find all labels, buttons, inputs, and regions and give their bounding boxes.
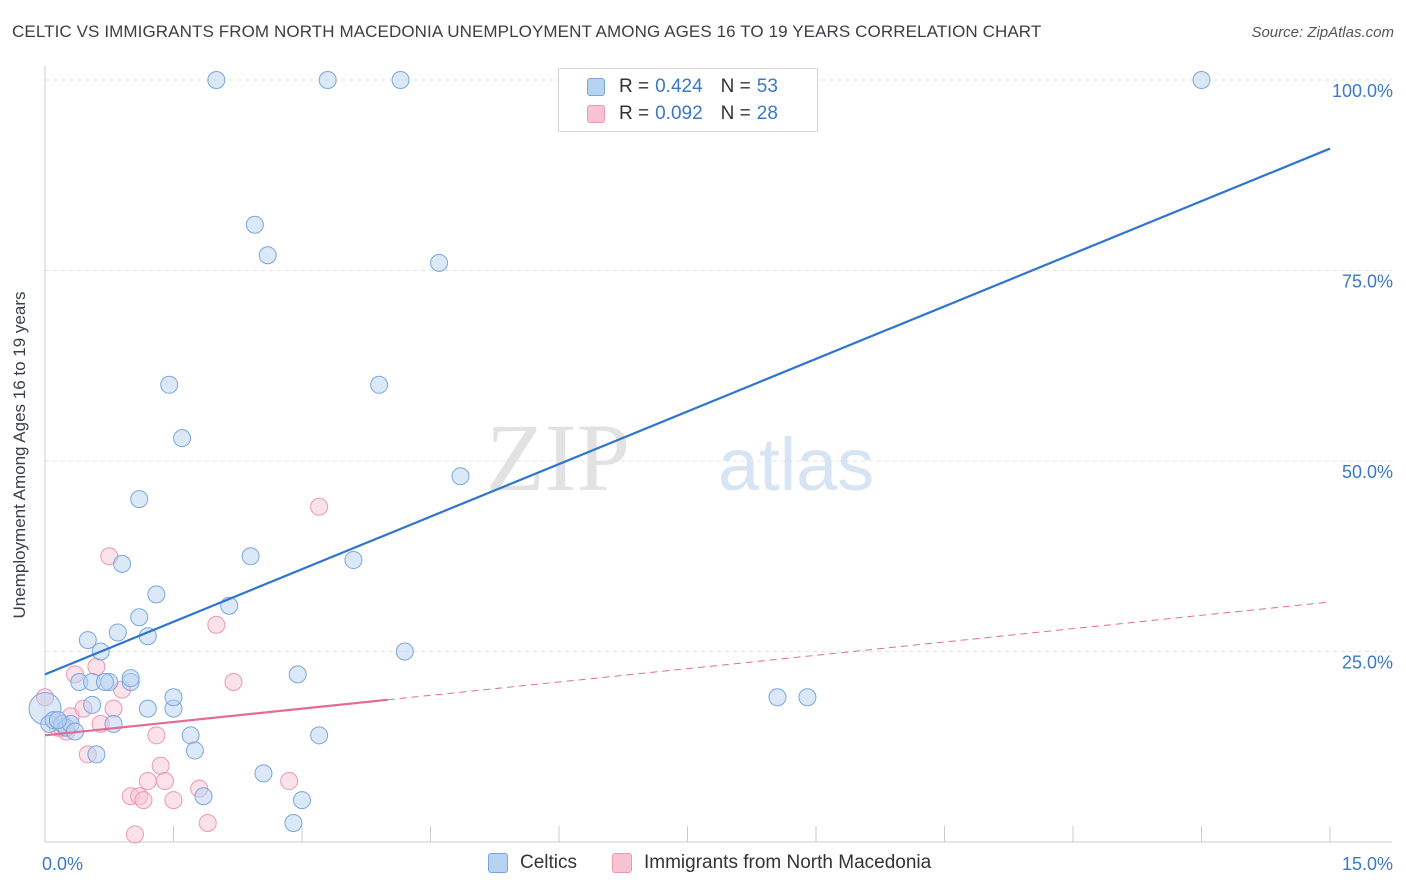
- series-celtics-points: [28, 71, 1211, 832]
- celtics-point: [318, 71, 337, 89]
- legend-r-value: 0.092: [655, 103, 703, 124]
- celtics-point: [83, 695, 102, 714]
- y-axis-label: Unemployment Among Ages 16 to 19 years: [10, 291, 29, 619]
- legend-n-value: 28: [756, 103, 778, 124]
- celtics-point: [395, 642, 414, 661]
- macedonia-point: [87, 657, 106, 676]
- celtics-point: [241, 547, 260, 566]
- legend-r-label: R =: [619, 103, 650, 124]
- macedonia-point: [224, 672, 243, 691]
- macedonia-point: [280, 772, 299, 791]
- celtics-point: [245, 215, 264, 234]
- celtics-point: [194, 787, 213, 806]
- legend-label-macedonia: Immigrants from North Macedonia: [644, 852, 932, 873]
- macedonia-point: [138, 772, 157, 791]
- legend-swatch-celtics: [488, 853, 508, 873]
- legend-item-macedonia[interactable]: Immigrants from North Macedonia: [612, 852, 931, 874]
- x-tick-label: 15.0%: [1342, 854, 1393, 874]
- macedonia-point: [207, 615, 226, 634]
- legend-swatch-macedonia: [587, 105, 605, 123]
- celtics-point: [130, 490, 149, 509]
- legend-swatch-celtics: [587, 78, 605, 96]
- celtics-point: [370, 375, 389, 394]
- celtics-point: [258, 246, 277, 265]
- series-legend: Celtics Immigrants from North Macedonia: [0, 852, 1406, 876]
- celtics-point: [181, 726, 200, 745]
- legend-row-macedonia: R = 0.092 N = 28: [587, 101, 778, 127]
- celtics-point: [160, 375, 179, 394]
- celtics-point: [310, 726, 329, 745]
- celtics-point: [430, 253, 449, 272]
- macedonia-point: [310, 497, 329, 516]
- macedonia-point: [134, 791, 153, 810]
- y-tick-label: 75.0%: [1342, 272, 1393, 292]
- legend-item-celtics[interactable]: Celtics: [488, 852, 577, 874]
- source-credit: Source: ZipAtlas.com: [1251, 24, 1394, 41]
- celtics-point: [173, 429, 192, 448]
- legend-n-label: N =: [720, 76, 751, 97]
- celtics-point: [1192, 71, 1211, 89]
- watermark-zip: ZIP: [486, 404, 630, 511]
- celtics-point: [451, 467, 470, 486]
- x-tick-label: 0.0%: [42, 854, 83, 874]
- correlation-legend: R = 0.424 N = 53 R = 0.092 N = 28: [558, 68, 818, 132]
- celtics-point: [121, 669, 140, 688]
- tick-labels: 25.0% 50.0% 75.0% 100.0% 0.0% 15.0%: [42, 81, 1393, 874]
- legend-row-celtics: R = 0.424 N = 53: [587, 74, 778, 100]
- celtics-point: [254, 764, 273, 783]
- macedonia-point: [147, 726, 166, 745]
- y-tick-label: 100.0%: [1332, 81, 1393, 101]
- macedonia-trend-line-solid: [44, 698, 388, 737]
- macedonia-point: [164, 791, 183, 810]
- celtics-point: [147, 585, 166, 604]
- celtics-trend-line: [44, 147, 1331, 676]
- legend-n-value: 53: [756, 76, 778, 97]
- celtics-point: [48, 711, 67, 730]
- celtics-point: [207, 71, 226, 89]
- celtics-point: [138, 699, 157, 718]
- celtics-point: [164, 688, 183, 707]
- y-tick-label: 50.0%: [1342, 462, 1393, 482]
- celtics-point: [95, 672, 114, 691]
- macedonia-point: [155, 772, 174, 791]
- legend-r-value: 0.424: [655, 76, 703, 97]
- celtics-point: [185, 741, 204, 760]
- celtics-point: [798, 688, 817, 707]
- macedonia-point: [125, 825, 144, 844]
- celtics-point: [108, 623, 127, 642]
- legend-label-celtics: Celtics: [520, 852, 578, 873]
- trend-lines: [44, 147, 1331, 737]
- celtics-point: [288, 665, 307, 684]
- watermark-atlas: atlas: [718, 423, 874, 506]
- legend-swatch-macedonia: [612, 853, 632, 873]
- celtics-point: [391, 71, 410, 89]
- celtics-point: [293, 791, 311, 810]
- y-tick-label: 25.0%: [1342, 653, 1393, 673]
- gridlines: [45, 79, 1392, 652]
- macedonia-trend-line-dashed: [387, 601, 1331, 701]
- celtics-point: [113, 554, 132, 573]
- macedonia-point: [104, 699, 123, 718]
- celtics-point: [87, 745, 106, 764]
- celtics-point: [344, 551, 363, 570]
- celtics-point: [130, 608, 149, 627]
- celtics-point: [78, 631, 97, 650]
- celtics-point: [284, 813, 303, 832]
- series-macedonia-points: [36, 497, 329, 844]
- legend-r-label: R =: [619, 76, 650, 97]
- macedonia-point: [198, 813, 217, 832]
- celtics-point: [768, 688, 787, 707]
- chart-title: CELTIC VS IMMIGRANTS FROM NORTH MACEDONI…: [12, 22, 1042, 41]
- watermark: ZIP atlas: [486, 404, 874, 511]
- legend-n-label: N =: [720, 103, 751, 124]
- macedonia-point: [151, 756, 170, 775]
